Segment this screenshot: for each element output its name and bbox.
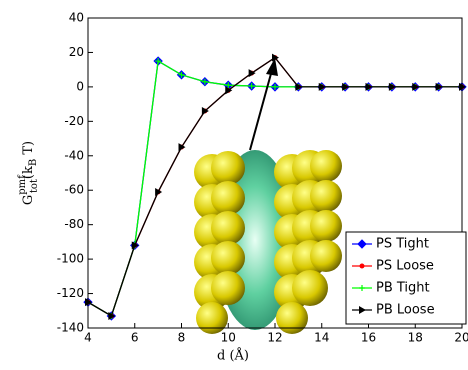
marker [359, 263, 365, 269]
legend-label: PS Loose [376, 259, 434, 274]
x-tick-label: 4 [84, 331, 92, 345]
marker [318, 82, 326, 91]
marker [155, 58, 162, 65]
legend-label: PB Tight [376, 281, 430, 296]
marker [155, 187, 163, 196]
legend-box [345, 231, 467, 325]
marker [225, 82, 232, 89]
inset-structure [194, 58, 342, 334]
legend-label: PB Loose [376, 303, 435, 318]
marker [435, 82, 443, 91]
marker [225, 86, 233, 95]
y-label-sub2: B [28, 159, 39, 166]
y-tick-label: -80 [64, 217, 84, 231]
x-tick-label: 14 [314, 331, 329, 345]
marker [272, 83, 278, 90]
marker [131, 241, 139, 250]
axes-frame [87, 17, 463, 329]
y-label-sup: pmf [17, 174, 28, 195]
marker [248, 69, 256, 78]
y-tick-label: -20 [64, 114, 84, 128]
marker [342, 82, 350, 91]
marker [359, 306, 366, 314]
x-tick-label: 6 [131, 331, 139, 345]
marker [248, 83, 255, 90]
marker [412, 82, 420, 91]
x-axis-label: d (Å) [217, 348, 249, 364]
marker [108, 311, 116, 320]
y-tick-label: -60 [64, 183, 84, 197]
marker [359, 285, 365, 291]
x-tick-label: 10 [221, 331, 236, 345]
marker [201, 78, 208, 85]
legend-label: PS Tight [376, 237, 429, 252]
marker [357, 239, 367, 249]
y-axis-label: Gpmftot(kB T) [17, 141, 40, 205]
y-label-open: (k [21, 166, 36, 179]
marker [201, 107, 209, 115]
series-layer [83, 53, 467, 321]
y-tick-label: -40 [64, 148, 84, 162]
marker [178, 143, 186, 152]
marker [295, 82, 303, 91]
x-tick-label: 8 [178, 331, 186, 345]
y-label-main: G [21, 195, 36, 205]
marker [178, 71, 185, 78]
y-tick-label: 0 [76, 79, 84, 93]
y-tick-label: 40 [69, 11, 84, 25]
y-label-close: T) [21, 141, 36, 159]
y-tick-label: -100 [57, 252, 84, 266]
legend: PS Tight PS Loose PB Tight PB Loose [345, 231, 467, 325]
x-tick-label: 20 [454, 331, 468, 345]
x-tick-label: 12 [267, 331, 282, 345]
marker [388, 82, 396, 91]
y-tick-label: 20 [69, 45, 84, 59]
x-tick-label: 16 [361, 331, 376, 345]
marker [365, 82, 373, 91]
y-label-sub: tot [29, 179, 40, 193]
y-tick-label: -120 [57, 286, 84, 300]
x-tick-label: 18 [408, 331, 423, 345]
marker [272, 53, 279, 62]
y-tick-label: -140 [57, 321, 84, 335]
